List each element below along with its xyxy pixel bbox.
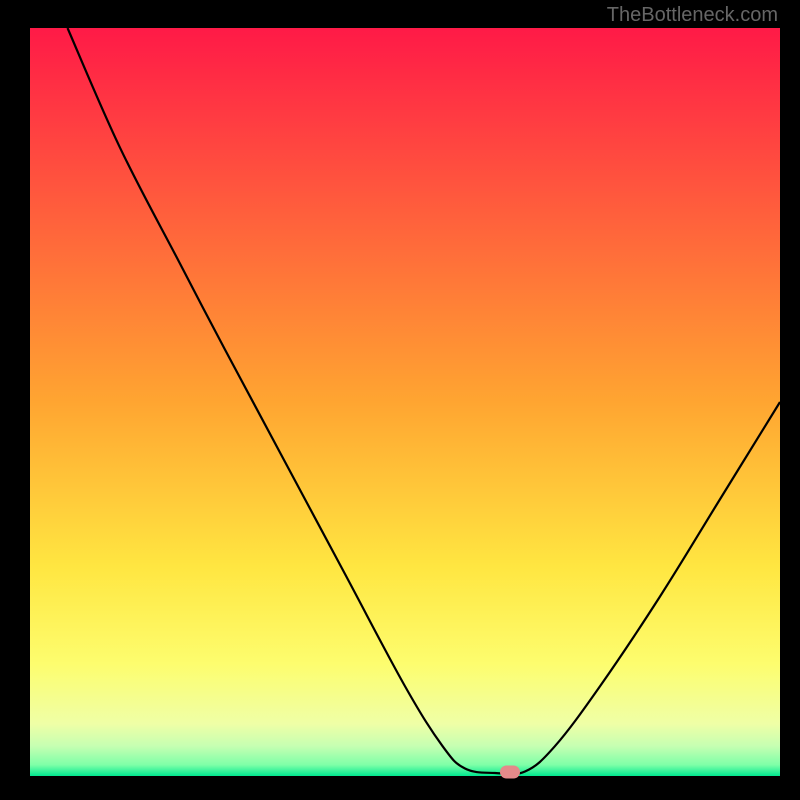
optimal-marker	[500, 766, 520, 779]
curve-path	[68, 28, 781, 774]
gradient-plot-area	[30, 28, 780, 776]
bottleneck-curve	[30, 28, 780, 776]
watermark-text: TheBottleneck.com	[607, 4, 778, 27]
